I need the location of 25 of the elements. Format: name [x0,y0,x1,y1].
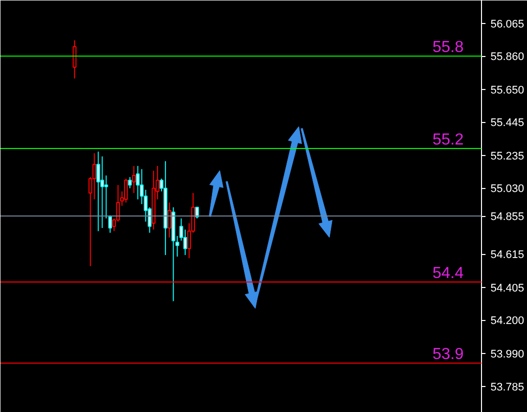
y-tick-label: 54.615 [490,249,524,262]
candlestick [124,178,128,204]
candlestick [168,202,172,238]
y-tick-label: 55.030 [490,183,524,196]
y-tick-label: 55.650 [490,84,524,97]
y-tick-label: 53.990 [490,348,524,361]
candlestick [183,229,188,256]
y-tick-label: 54.200 [490,315,524,328]
annotation: 53.9 [432,346,464,364]
annotation: 54.4 [432,265,464,282]
y-tick-label: 54.855 [490,211,524,224]
candlestick [72,40,76,79]
y-tick-label: 54.405 [490,282,524,295]
candlestick [96,151,100,232]
candlestick [128,176,132,189]
y-tick-label: 55.445 [490,117,524,130]
y-tick-label: 53.785 [490,381,524,394]
y-tick-label: 55.235 [490,150,524,163]
candlestick [100,156,104,228]
y-tick-label: 56.065 [490,18,524,31]
candlestick [136,165,140,200]
annotation: 55.8 [432,39,464,56]
candlestick [132,165,136,194]
y-tick-label: 55.860 [490,51,524,64]
annotation: 55.2 [432,131,464,148]
